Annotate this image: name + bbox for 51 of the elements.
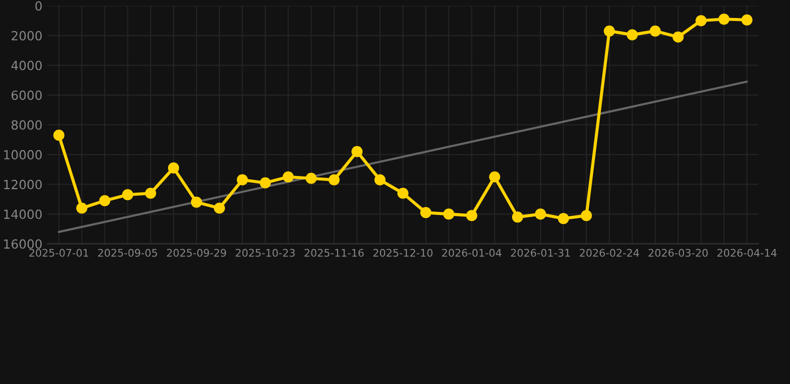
point	[580, 210, 592, 222]
point	[672, 31, 684, 43]
point	[351, 146, 363, 158]
point	[558, 212, 570, 224]
y-tick-label: 8000	[12, 120, 42, 130]
point	[374, 174, 386, 186]
x-tick-label: 2025-12-10	[373, 248, 432, 257]
x-tick-label: 2025-10-23	[236, 248, 295, 257]
y-tick-label: 10000	[4, 150, 42, 160]
y-tick-label: 14000	[4, 210, 42, 220]
point	[696, 15, 707, 26]
x-tick-label: 2025-11-16	[304, 248, 364, 257]
point	[214, 202, 225, 214]
point	[328, 174, 340, 186]
point	[306, 172, 317, 184]
point	[190, 196, 202, 208]
point	[53, 130, 64, 141]
point	[650, 26, 661, 37]
point	[443, 208, 454, 220]
x-tick-label: 2026-03-20	[648, 248, 708, 257]
point	[466, 210, 478, 222]
x-tick-label: 2025-09-05	[98, 248, 158, 257]
point	[534, 208, 546, 220]
point	[168, 162, 180, 174]
point	[626, 29, 638, 40]
point	[397, 188, 408, 199]
point	[260, 177, 271, 188]
point	[76, 202, 88, 214]
point	[489, 171, 500, 182]
point	[420, 207, 432, 218]
point	[99, 195, 110, 206]
point	[145, 188, 156, 199]
point	[236, 174, 248, 186]
y-tick-label: 4000	[11, 60, 42, 70]
point	[512, 212, 524, 223]
y-tick-label: 0	[35, 1, 42, 11]
point	[604, 26, 615, 37]
y-tick-label: 6000	[12, 90, 42, 100]
x-tick-label: 2026-01-31	[511, 248, 570, 257]
x-tick-label: 2025-07-01	[29, 248, 88, 257]
x-tick-label: 2026-01-04	[442, 248, 502, 257]
point	[741, 14, 752, 26]
x-tick-label: 2026-02-24	[580, 248, 640, 257]
x-tick-label: 2025-09-29	[166, 248, 226, 257]
point	[282, 171, 294, 182]
y-tick-label: 2000	[12, 30, 42, 40]
y-tick-label: 16000	[4, 239, 42, 249]
point	[718, 14, 730, 25]
y-tick-label: 12000	[4, 180, 42, 190]
point	[122, 189, 134, 200]
x-tick-label: 2026-04-14	[717, 248, 777, 257]
